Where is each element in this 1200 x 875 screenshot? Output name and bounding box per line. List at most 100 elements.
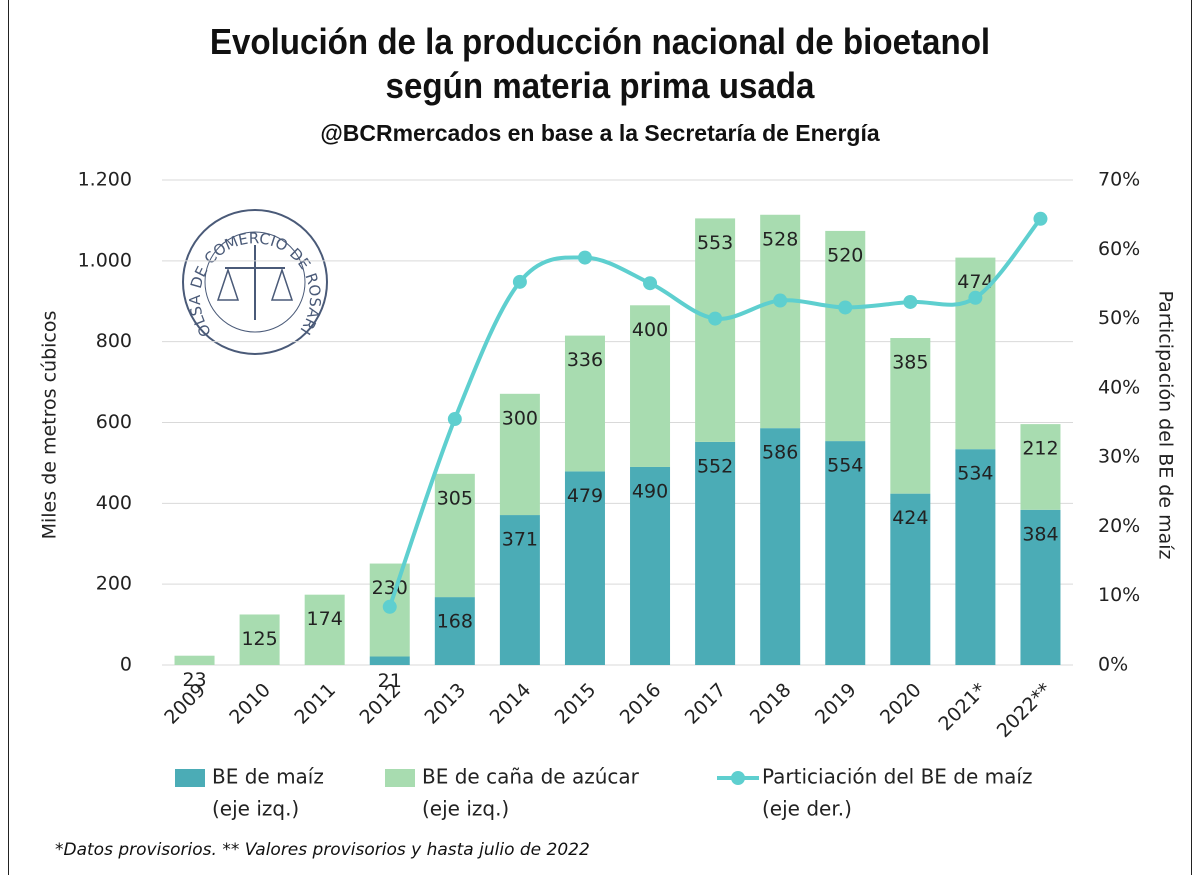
x-tick-label: 2016 (616, 679, 666, 729)
line-marker (577, 250, 592, 265)
y2-tick-label: 60% (1098, 238, 1140, 260)
data-label: 230 (372, 577, 408, 599)
y2-tick-label: 10% (1098, 584, 1140, 606)
data-label: 300 (502, 407, 538, 429)
y2-tick-label: 0% (1098, 654, 1128, 676)
y-tick-label: 400 (96, 492, 132, 514)
y-tick-label: 0 (120, 654, 132, 676)
data-label: 553 (697, 232, 733, 254)
logo-inner (204, 231, 306, 333)
line-marker (447, 412, 462, 427)
bar (304, 594, 345, 665)
y2-tick-label: 40% (1098, 376, 1140, 398)
data-label: 336 (567, 349, 603, 371)
data-label: 534 (957, 463, 993, 485)
line-marker (903, 294, 918, 309)
chart-subtitle: @BCRmercados en base a la Secretaría de … (320, 120, 880, 146)
y2-tick-label: 20% (1098, 515, 1140, 537)
x-tick-label: 2010 (225, 679, 275, 729)
data-label: 552 (697, 455, 733, 477)
x-tick-label: 2017 (681, 679, 731, 729)
data-label: 554 (827, 455, 863, 477)
data-label: 305 (437, 487, 473, 509)
legend-label: BE de maíz (212, 765, 324, 789)
data-label: 586 (762, 442, 798, 464)
y-tick-label: 800 (96, 330, 132, 352)
legend-note: (eje izq.) (212, 797, 299, 821)
logo-ring (182, 209, 328, 355)
logo-scales (216, 267, 294, 301)
data-label: 424 (892, 507, 928, 529)
bar (630, 305, 671, 467)
bar (955, 257, 996, 450)
data-label: 174 (307, 608, 343, 630)
data-label: 384 (1022, 523, 1058, 545)
bar (890, 338, 931, 494)
bar (825, 230, 866, 442)
y-axis-title: Miles de metros cúbicos (39, 311, 61, 540)
line-marker (708, 311, 723, 326)
data-label: 168 (437, 611, 473, 633)
bar (760, 214, 801, 429)
bar (890, 493, 931, 665)
bar (695, 441, 736, 665)
bar (174, 655, 215, 665)
data-label: 385 (892, 352, 928, 374)
line-marker (382, 599, 397, 614)
bar (369, 656, 410, 665)
y2-tick-label: 30% (1098, 446, 1140, 468)
data-label: 212 (1022, 438, 1058, 460)
legend-label: BE de caña de azúcar (422, 765, 640, 789)
x-tick-label: 2013 (420, 679, 470, 729)
legend-swatch-marker (731, 771, 745, 785)
x-tick-label: 2020 (876, 679, 926, 729)
data-label: 400 (632, 319, 668, 341)
data-label: 490 (632, 480, 668, 502)
legend-note: (eje der.) (762, 797, 852, 821)
bar (630, 466, 671, 665)
x-tick-label: 2019 (811, 679, 861, 729)
x-tick-label: 2022** (993, 679, 1056, 742)
bar (1020, 509, 1061, 665)
bar (499, 515, 540, 665)
frame (8, 0, 1192, 875)
line-marker (1033, 211, 1048, 226)
legend-swatch (175, 769, 205, 787)
y-tick-label: 200 (96, 573, 132, 595)
y2-tick-label: 70% (1098, 169, 1140, 191)
x-tick-label: 2011 (290, 679, 340, 729)
bar (434, 597, 475, 665)
bar (434, 473, 475, 598)
line-marker (643, 276, 658, 291)
data-label: 528 (762, 228, 798, 250)
bar (499, 393, 540, 516)
y-tick-label: 1.200 (78, 169, 132, 191)
x-tick-label: 2018 (746, 679, 796, 729)
data-label: 520 (827, 244, 863, 266)
bar (564, 335, 605, 472)
data-label: 21 (378, 670, 402, 692)
legend-label: Particiación del BE de maíz (762, 765, 1032, 789)
legend-note: (eje izq.) (422, 797, 509, 821)
bar (1020, 424, 1061, 510)
bar (760, 428, 801, 665)
chart-title: Evolución de la producción nacional de b… (209, 21, 991, 106)
data-label: 371 (502, 529, 538, 551)
data-label: 479 (567, 485, 603, 507)
footnote: *Datos provisorios. ** Valores provisori… (55, 840, 590, 860)
y-tick-label: 1.000 (78, 249, 132, 271)
x-tick-label: 2014 (486, 679, 536, 729)
y2-axis-title: Participación del BE de maíz (1155, 291, 1177, 560)
data-label: 23 (182, 669, 206, 691)
data-label: 474 (957, 271, 993, 293)
line (387, 217, 1043, 608)
data-label: 125 (241, 628, 277, 650)
line-marker (512, 274, 527, 289)
y-tick-label: 600 (96, 411, 132, 433)
bar (825, 441, 866, 665)
legend-swatch (385, 769, 415, 787)
x-tick-label: 2015 (551, 679, 601, 729)
bar (695, 218, 736, 442)
